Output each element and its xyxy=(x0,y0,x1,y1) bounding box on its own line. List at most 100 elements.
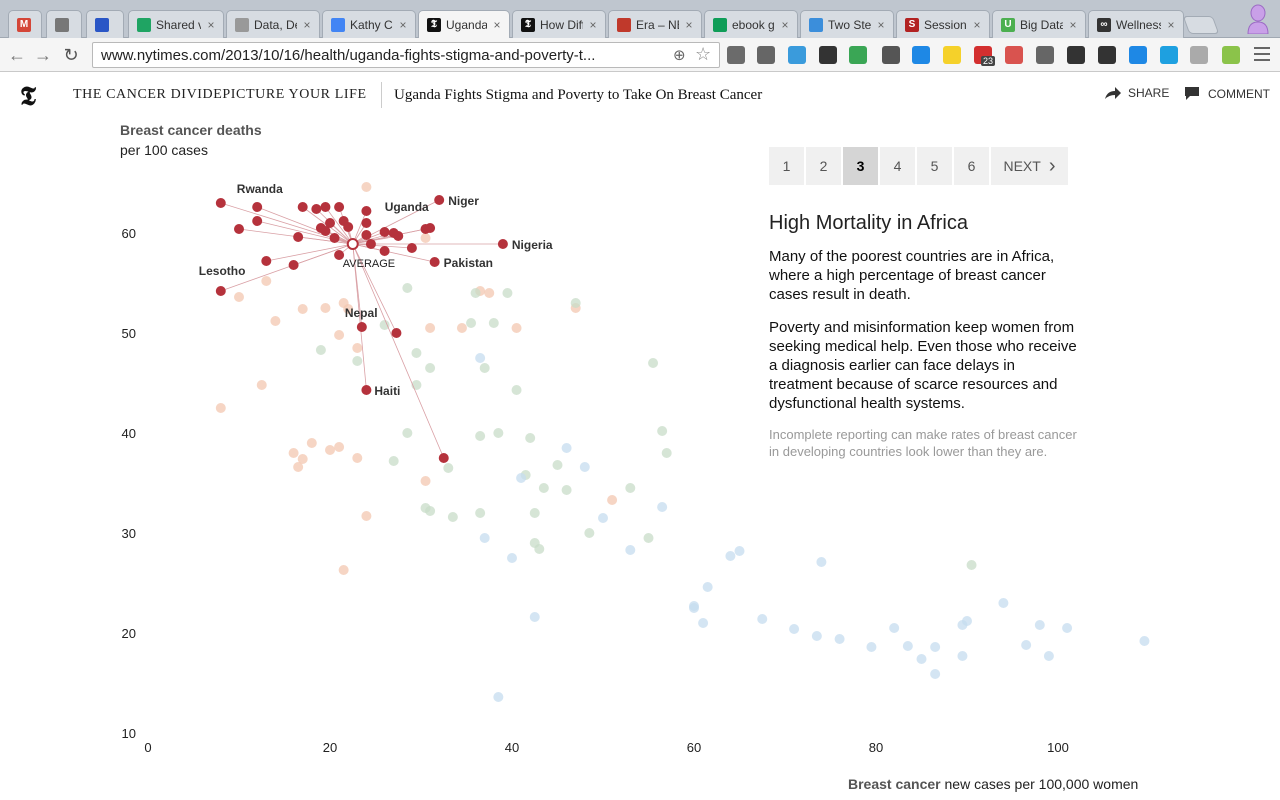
faded-data-point xyxy=(816,557,827,567)
js-icon[interactable] xyxy=(1222,46,1240,64)
close-tab-icon[interactable]: × xyxy=(589,17,597,32)
address-bar[interactable]: www.nytimes.com/2013/10/16/health/uganda… xyxy=(92,42,720,68)
browser-tab[interactable]: Era – NE × xyxy=(608,10,702,38)
article-headline[interactable]: Uganda Fights Stigma and Poverty to Take… xyxy=(394,87,763,103)
faded-data-point xyxy=(643,533,654,543)
connector-line xyxy=(266,243,353,262)
faded-data-point xyxy=(361,511,372,521)
faded-data-point xyxy=(306,438,317,448)
browser-tab[interactable]: S Session × xyxy=(896,10,990,38)
comment-button[interactable]: COMMENT xyxy=(1184,86,1270,101)
highlight-data-point xyxy=(215,198,226,208)
close-tab-icon[interactable]: × xyxy=(877,17,885,32)
country-label: Uganda xyxy=(385,200,429,214)
browser-tab[interactable]: Kathy Cl × xyxy=(322,10,416,38)
faded-data-point xyxy=(657,426,668,436)
faded-data-point xyxy=(479,363,490,373)
buffer-icon[interactable] xyxy=(819,46,837,64)
m-icon[interactable] xyxy=(1036,46,1054,64)
highlight-data-point xyxy=(288,260,299,270)
browser-tab[interactable]: Shared v × xyxy=(128,10,224,38)
share-arrow-icon xyxy=(1105,87,1121,99)
profile-avatar-icon[interactable] xyxy=(1246,4,1270,34)
zoom-icon[interactable]: ⊕ xyxy=(673,47,686,64)
back-arrow-icon[interactable]: ← xyxy=(8,45,26,65)
faded-data-point xyxy=(502,288,513,298)
browser-tab[interactable]: ebook g × xyxy=(704,10,798,38)
page-5-button[interactable]: 5 xyxy=(917,147,952,185)
klout-icon[interactable] xyxy=(1190,46,1208,64)
browser-tab[interactable]: U Big Data × xyxy=(992,10,1086,38)
page-2-button[interactable]: 2 xyxy=(806,147,841,185)
highlight-data-point xyxy=(334,250,345,260)
document-icon xyxy=(235,17,249,32)
browser-tab[interactable] xyxy=(46,10,82,38)
panel-paragraph-2: Poverty and misinformation keep women fr… xyxy=(769,319,1077,412)
faded-data-point xyxy=(1043,651,1054,661)
xmarks-icon[interactable] xyxy=(912,46,930,64)
browser-tab[interactable] xyxy=(86,10,124,38)
close-tab-icon[interactable]: × xyxy=(493,17,501,32)
browser-tab[interactable]: Two Ste × xyxy=(800,10,894,38)
reload-icon[interactable]: ↻ xyxy=(63,45,79,65)
skype-icon[interactable] xyxy=(788,46,806,64)
bolt-icon[interactable] xyxy=(1098,46,1116,64)
new-tab-button[interactable] xyxy=(1182,16,1220,34)
close-tab-icon[interactable]: × xyxy=(399,17,407,32)
browser-tab[interactable]: M xyxy=(8,10,42,38)
browser-tab[interactable]: 𝕿 How Diff × xyxy=(512,10,606,38)
bookmark-ext-icon[interactable] xyxy=(1005,46,1023,64)
page-6-button[interactable]: 6 xyxy=(954,147,989,185)
sticky-icon[interactable] xyxy=(943,46,961,64)
highlight-data-point xyxy=(361,218,372,228)
faded-data-point xyxy=(420,503,431,513)
faded-data-point xyxy=(288,448,299,458)
highlight-data-point xyxy=(261,256,272,266)
next-button[interactable]: NEXT › xyxy=(991,147,1068,185)
close-tab-icon[interactable]: × xyxy=(781,17,789,32)
url-text[interactable]: www.nytimes.com/2013/10/16/health/uganda… xyxy=(101,47,596,64)
connector-line xyxy=(298,236,353,245)
browser-tab[interactable]: 𝕿 Uganda × xyxy=(418,10,510,38)
faded-data-point xyxy=(570,298,581,308)
wrench-icon[interactable] xyxy=(882,46,900,64)
faded-data-point xyxy=(625,545,636,555)
faded-data-point xyxy=(402,283,413,293)
browser-tab[interactable]: ∞ Wellness × xyxy=(1088,10,1184,38)
close-tab-icon[interactable]: × xyxy=(1167,17,1175,32)
highlight-data-point xyxy=(388,228,399,238)
bookmark-star-icon[interactable]: ☆ xyxy=(695,44,712,64)
page-4-button[interactable]: 4 xyxy=(880,147,915,185)
faded-data-point xyxy=(293,462,304,472)
highlight-data-point xyxy=(343,222,354,232)
series-title[interactable]: THE CANCER DIVIDEPICTURE YOUR LIFE xyxy=(73,87,367,102)
browser-tab[interactable]: Data, De × xyxy=(226,10,320,38)
nyt-logo-icon[interactable]: 𝕿 xyxy=(20,82,36,111)
faded-data-point xyxy=(962,616,972,626)
page-3-button[interactable]: 3 xyxy=(843,147,878,185)
highlight-data-point xyxy=(329,233,340,243)
faded-data-point xyxy=(484,288,495,298)
close-tab-icon[interactable]: × xyxy=(303,17,311,32)
close-tab-icon[interactable]: × xyxy=(1069,17,1077,32)
share-button[interactable]: SHARE xyxy=(1104,86,1169,100)
y-tick-label: 50 xyxy=(122,326,136,341)
tab-title: Session xyxy=(924,17,967,32)
faded-data-point xyxy=(598,513,608,523)
check-icon[interactable] xyxy=(1160,46,1178,64)
clip-icon[interactable] xyxy=(849,46,867,64)
forward-arrow-icon[interactable]: → xyxy=(34,45,52,65)
close-tab-icon[interactable]: × xyxy=(973,17,981,32)
function-icon[interactable] xyxy=(1067,46,1085,64)
id-icon[interactable] xyxy=(1129,46,1147,64)
close-tab-icon[interactable]: × xyxy=(207,17,215,32)
pocket-icon[interactable] xyxy=(757,46,775,64)
comment-label: COMMENT xyxy=(1208,86,1270,101)
faded-data-point xyxy=(734,546,745,556)
close-tab-icon[interactable]: × xyxy=(685,17,693,32)
evernote-icon[interactable] xyxy=(727,46,745,64)
docs-icon xyxy=(331,17,345,32)
x-tick-label: 20 xyxy=(323,740,337,755)
page-1-button[interactable]: 1 xyxy=(769,147,804,185)
chrome-menu-icon[interactable] xyxy=(1254,47,1270,61)
